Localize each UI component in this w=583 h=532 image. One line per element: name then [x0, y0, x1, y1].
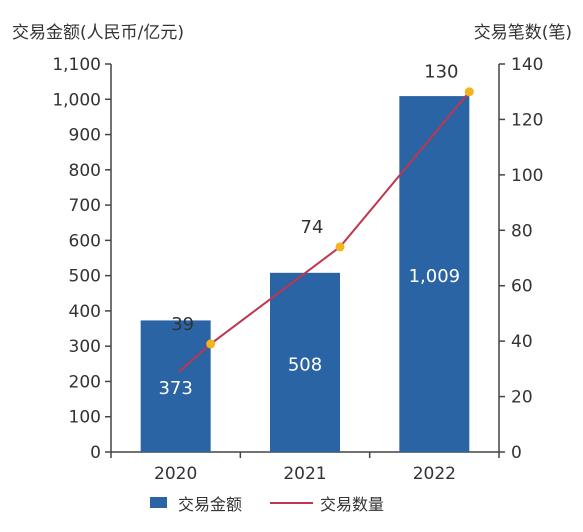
line-value-label: 130: [424, 62, 458, 83]
right-tick-label: 140: [511, 55, 543, 75]
right-tick-label: 20: [511, 388, 533, 408]
left-tick-label: 500: [69, 267, 101, 287]
left-tick-label: 400: [69, 302, 101, 322]
bar-2021: [270, 272, 340, 452]
line-value-label: 74: [301, 217, 324, 238]
left-tick-label: 200: [69, 372, 101, 392]
axes: 0 100 200 300 400 500 600 700 800 900 1,000 1,100 0 2…: [52, 55, 543, 484]
left-tick-label: 900: [69, 126, 101, 146]
line-value-label: 39: [171, 314, 194, 335]
left-tick-label: 700: [69, 196, 101, 216]
x-tick-label: 2020: [154, 464, 197, 484]
bar-series: 373 508 1,009: [140, 96, 470, 453]
bar-2020: [140, 320, 211, 452]
left-tick-label: 800: [69, 161, 101, 181]
legend: 交易金额 交易数量: [150, 495, 384, 514]
bar-value-label: 373: [158, 378, 192, 399]
bar-value-label: 508: [288, 354, 322, 375]
left-tick-label: 0: [90, 443, 101, 463]
legend-bar-swatch: [150, 497, 167, 508]
line-path: [178, 91, 471, 373]
right-tick-label: 0: [511, 443, 522, 463]
bar-2022: [399, 96, 470, 453]
right-tick-label: 120: [511, 110, 543, 130]
right-axis-title: 交易笔数(笔): [474, 23, 572, 43]
left-tick-label: 1,000: [52, 90, 101, 110]
line-series: 39 74 130: [171, 62, 474, 373]
right-tick-label: 40: [511, 332, 533, 352]
x-tick-label: 2022: [413, 464, 456, 484]
line-point-2020: [206, 339, 216, 349]
left-tick-label: 1,100: [52, 55, 101, 75]
left-tick-label: 300: [69, 337, 101, 357]
bar-value-label: 1,009: [409, 266, 461, 287]
line-point-2022: [464, 87, 474, 97]
legend-line-label: 交易数量: [320, 495, 384, 514]
left-tick-label: 600: [69, 231, 101, 251]
legend-bar-label: 交易金额: [178, 495, 242, 514]
x-tick-label: 2021: [283, 464, 326, 484]
right-tick-label: 100: [511, 166, 543, 186]
line-point-2021: [335, 242, 345, 252]
left-axis-title: 交易金额(人民币/亿元): [12, 23, 184, 43]
right-tick-label: 60: [511, 277, 533, 297]
left-tick-label: 100: [69, 408, 101, 428]
right-tick-label: 80: [511, 221, 533, 241]
